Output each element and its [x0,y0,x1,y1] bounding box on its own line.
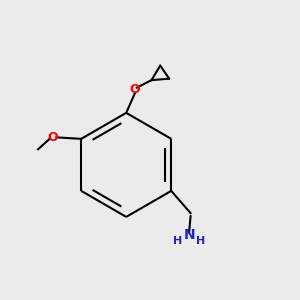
Text: N: N [183,229,195,242]
Text: O: O [130,82,140,96]
Text: H: H [173,236,182,246]
Text: H: H [196,236,205,246]
Text: O: O [48,131,58,144]
